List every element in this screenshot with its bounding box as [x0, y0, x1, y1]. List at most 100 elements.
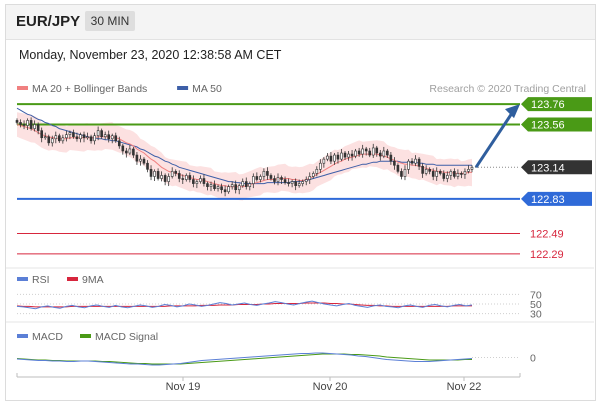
- candle-body: [424, 169, 428, 174]
- candle-body: [79, 134, 82, 140]
- candle-body: [195, 181, 199, 184]
- candle-body: [361, 148, 364, 155]
- candle-body: [100, 130, 103, 138]
- macd-signal-line: [16, 353, 472, 365]
- candle-body: [283, 179, 287, 183]
- symbol-label: EUR/JPY: [16, 13, 81, 30]
- candle-body: [382, 150, 386, 157]
- level-label-123.76: 123.76: [531, 99, 565, 111]
- candle-body: [149, 169, 153, 177]
- candle-body: [47, 136, 51, 144]
- candle-body: [276, 177, 280, 182]
- candle-body: [230, 184, 234, 187]
- candle-body: [167, 176, 170, 182]
- x-tick-label: Nov 20: [313, 381, 348, 393]
- candle-body: [467, 169, 470, 172]
- candle-body: [237, 185, 241, 191]
- candle-body: [107, 134, 111, 140]
- candle-body: [255, 176, 259, 180]
- legend-swatch-macd: [17, 334, 28, 338]
- candle-body: [61, 137, 65, 142]
- candle-body: [333, 154, 336, 162]
- candle-body: [460, 173, 463, 175]
- candle-body: [343, 152, 347, 158]
- candle-body: [389, 154, 393, 162]
- x-tick-label: Nov 22: [447, 381, 482, 393]
- candle-body: [135, 154, 139, 162]
- candle-body: [75, 136, 79, 140]
- candle-body: [375, 147, 379, 154]
- candle-body: [181, 178, 185, 180]
- level-label-122.83: 122.83: [531, 194, 565, 206]
- candle-body: [160, 175, 163, 179]
- timeframe-button[interactable]: 30 MIN: [85, 11, 135, 31]
- candle-body: [396, 164, 400, 172]
- candle-body: [449, 171, 453, 176]
- candle-body: [294, 181, 297, 186]
- candle-body: [287, 182, 290, 184]
- candle-body: [368, 150, 372, 156]
- candle-body: [156, 171, 160, 179]
- candle-body: [241, 181, 245, 186]
- candle-body: [213, 184, 216, 190]
- candle-body: [329, 155, 333, 162]
- rsi-level-label: 50: [530, 299, 542, 311]
- candle-body: [22, 124, 26, 126]
- candle-body: [364, 148, 368, 152]
- watermark-text: Research © 2020 Trading Central: [429, 83, 586, 95]
- candle-body: [223, 189, 227, 193]
- candle-body: [319, 162, 322, 170]
- candle-body: [400, 171, 403, 177]
- candle-body: [311, 173, 315, 177]
- candle-body: [393, 160, 396, 166]
- candle-body: [40, 130, 43, 139]
- candle-body: [234, 184, 237, 191]
- candle-body: [371, 147, 375, 156]
- candle-body: [86, 136, 89, 139]
- candle-body: [244, 181, 248, 187]
- chart-widget: EUR/JPY 30 MIN Monday, November 23, 2020…: [5, 4, 596, 401]
- candle-body: [15, 120, 19, 123]
- rsi-line: [16, 300, 473, 310]
- candle-body: [463, 171, 467, 175]
- chart-datetime: Monday, November 23, 2020 12:38:58 AM CE…: [19, 48, 282, 62]
- candle-body: [192, 179, 195, 184]
- legend-label-ma50: MA 50: [192, 83, 222, 95]
- macd-level-label: 0: [530, 353, 536, 365]
- legend-swatch-rsi-ma: [67, 277, 78, 281]
- candle-body: [142, 158, 146, 164]
- candle-body: [177, 173, 181, 179]
- candle-body: [227, 186, 230, 193]
- legend-swatch-ma20: [17, 86, 28, 90]
- candle-body: [456, 173, 460, 177]
- candle-body: [50, 138, 54, 144]
- candle-body: [357, 150, 361, 155]
- candle-body: [297, 183, 301, 186]
- legend-swatch-ma50: [177, 86, 189, 90]
- candle-body: [54, 135, 58, 140]
- candle-body: [336, 154, 340, 160]
- level-tag-123.14: [521, 160, 592, 175]
- candle-body: [354, 150, 357, 157]
- candle-body: [68, 132, 72, 135]
- candle-body: [96, 130, 100, 137]
- candle-body: [322, 158, 326, 164]
- rsi-ma-line: [16, 302, 472, 308]
- candle-body: [43, 136, 47, 139]
- candle-body: [33, 124, 36, 129]
- candle-body: [304, 179, 308, 182]
- legend-swatch-macd-signal: [80, 334, 91, 338]
- candle-body: [185, 175, 188, 180]
- level-tag-123.76: [521, 97, 592, 112]
- candle-body: [216, 186, 220, 190]
- forecast-arrow-shaft: [474, 112, 514, 169]
- level-tag-122.83: [521, 191, 592, 206]
- candle-body: [72, 132, 75, 138]
- candle-body: [340, 152, 343, 160]
- macd-line: [16, 352, 473, 366]
- legend-label-rsi-ma: 9MA: [82, 274, 104, 286]
- candle-body: [308, 176, 312, 180]
- candle-body: [273, 178, 276, 182]
- candle-body: [103, 134, 107, 138]
